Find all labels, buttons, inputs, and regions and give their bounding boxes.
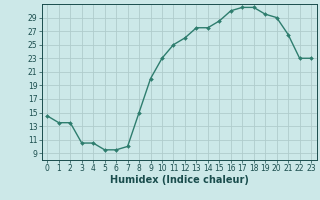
X-axis label: Humidex (Indice chaleur): Humidex (Indice chaleur) [110, 175, 249, 185]
